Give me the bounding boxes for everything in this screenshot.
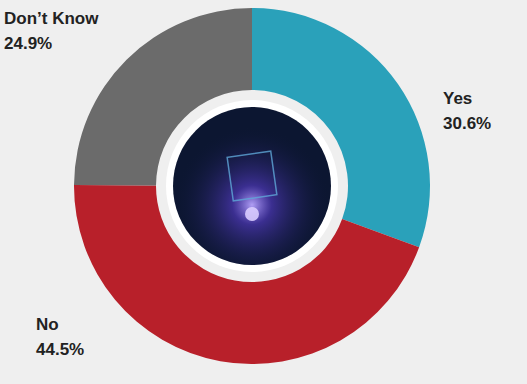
svg-text:No44.5%: No44.5% <box>36 315 84 359</box>
svg-text:Yes30.6%: Yes30.6% <box>443 89 491 133</box>
svg-text:Don’t Know24.9%: Don’t Know24.9% <box>4 9 99 53</box>
